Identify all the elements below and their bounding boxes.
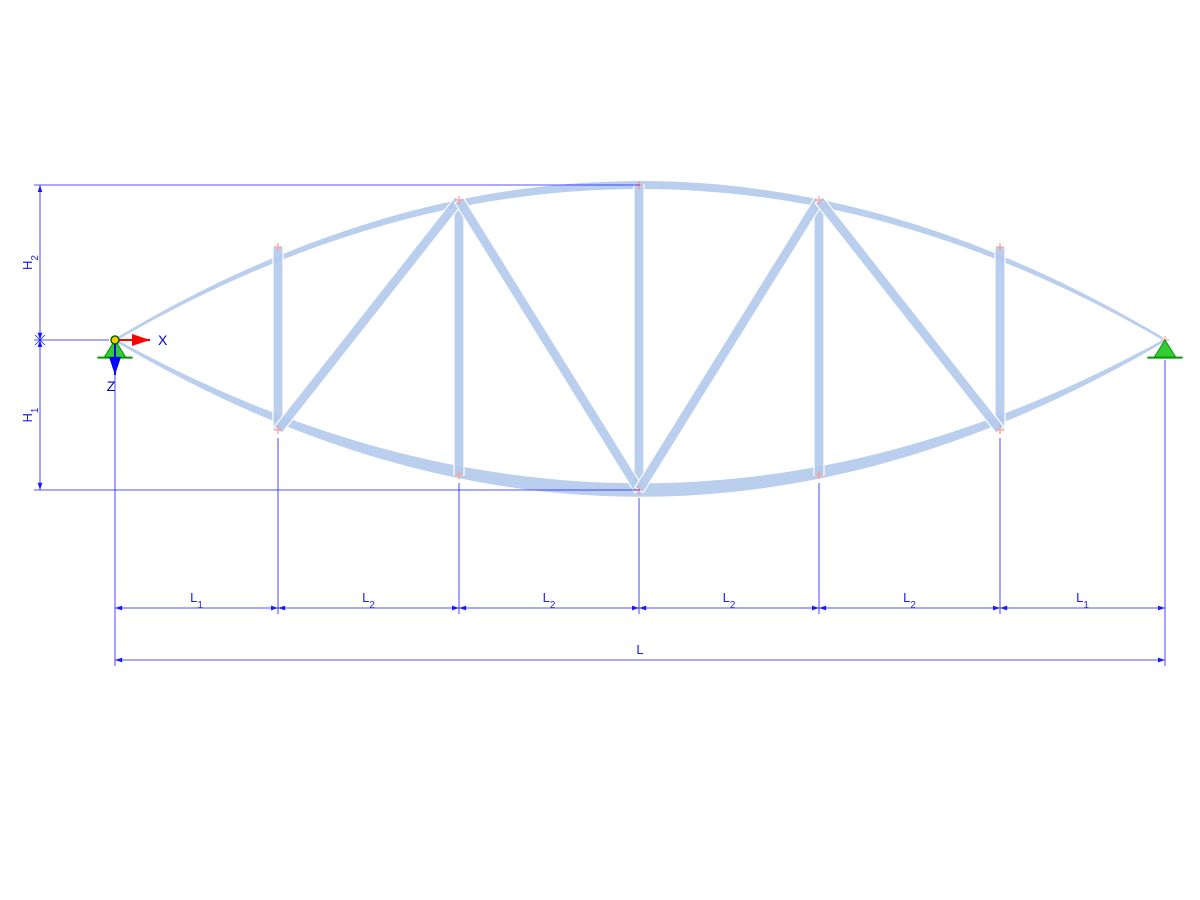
truss-structure (115, 180, 1165, 497)
dim-panel-1: L1 (190, 590, 203, 611)
truss-diagram: X Z L1 L2 L2 L2 L2 L1 L H1 H2 (0, 0, 1200, 900)
dim-panel-3: L2 (543, 590, 556, 611)
dim-height-1: H1 (20, 407, 41, 422)
vertical-5 (995, 247, 1005, 430)
axis-x-label: X (158, 332, 168, 348)
diagonal-1 (274, 197, 463, 433)
vertical-4 (814, 200, 824, 475)
vertical-1 (273, 247, 283, 430)
dim-panel-2: L2 (362, 590, 375, 611)
vertical-2 (454, 200, 464, 475)
dim-panel-6: L1 (1076, 590, 1089, 611)
axis-z-label: Z (107, 378, 116, 394)
diagonal-4 (815, 197, 1004, 433)
dim-panel-4: L2 (723, 590, 736, 611)
dim-panel-5: L2 (903, 590, 916, 611)
dim-total-L: L (636, 642, 643, 657)
dim-height-2: H2 (20, 255, 41, 270)
diagonal-3 (635, 197, 823, 492)
diagonal-2 (455, 197, 643, 492)
vertical-3 (634, 185, 644, 490)
